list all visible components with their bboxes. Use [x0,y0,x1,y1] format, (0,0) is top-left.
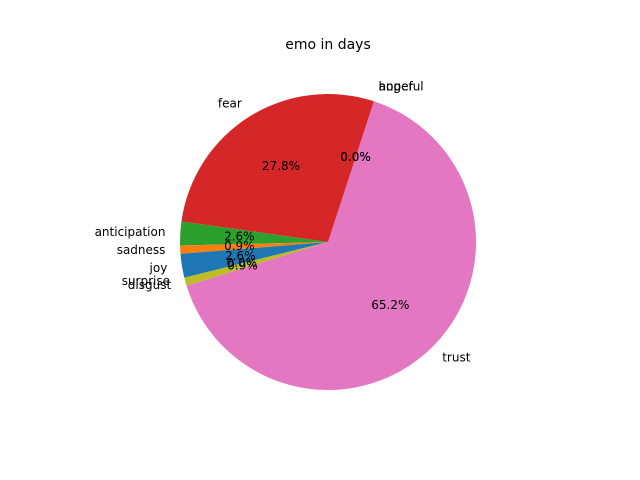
pie-slices [180,94,477,391]
slice-label-disgust: disgust [128,278,172,292]
pie-slice-disgust [184,242,328,286]
slice-label-anger: anger [379,80,414,94]
slice-label-surprise: surprise [122,274,170,288]
pie-slice-trust [186,101,477,391]
pie-slice-fear [181,94,374,243]
slice-label-sadness: sadness [117,243,166,257]
slice-pct-joy: 2.6% [225,249,256,263]
pie-slice-anticipation [180,221,328,246]
chart-title: emo in days [285,37,371,53]
pie-labels: anticipation 2.6% sadness 0.9% joy 2.6% surpri… [95,80,471,365]
slice-pct-trust: 65.2% [371,298,409,312]
slice-pct-hopeful: 0.0% [340,150,371,164]
slice-pct-anger: 0.0% [340,150,371,164]
slice-pct-fear: 27.8% [262,159,300,173]
slice-pct-surprise: 0.0% [227,256,258,270]
slice-label-joy: joy [149,261,168,275]
slice-label-anticipation: anticipation [95,225,166,239]
pie-slice-sadness [180,242,328,254]
slice-pct-sadness: 0.9% [224,239,255,253]
slice-label-fear: fear [218,96,242,110]
pie-slice-joy [180,242,328,278]
slice-label-trust: trust [442,350,470,364]
slice-pct-disgust: 0.9% [227,258,258,272]
slice-pct-anticipation: 2.6% [224,229,255,243]
slice-label-hopeful: hopeful [379,80,424,94]
